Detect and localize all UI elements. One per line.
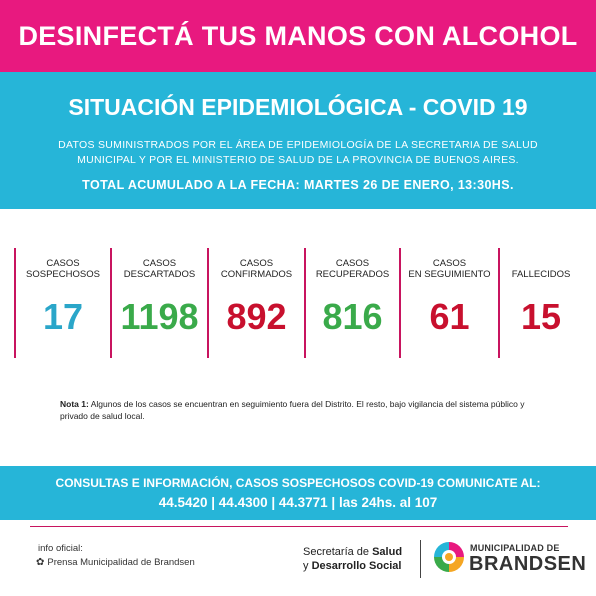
stat-seguimiento: CASOS EN SEGUIMIENTO 61 xyxy=(399,248,498,358)
situation-panel: SITUACIÓN EPIDEMIOLÓGICA - COVID 19 DATO… xyxy=(0,72,596,209)
banner-text: DESINFECTÁ TUS MANOS CON ALCOHOL xyxy=(18,20,578,51)
footer-divider xyxy=(30,526,568,527)
situation-date: TOTAL ACUMULADO A LA FECHA: MARTES 26 DE… xyxy=(82,178,514,192)
stats-row: CASOS SOSPECHOSOS 17 CASOS DESCARTADOS 1… xyxy=(14,248,582,358)
stat-sospechosos: CASOS SOSPECHOSOS 17 xyxy=(14,248,110,358)
stat-label: CASOS SOSPECHOSOS xyxy=(26,258,100,280)
secretaria-line2-prefix: y xyxy=(303,560,312,572)
stat-fallecidos: FALLECIDOS 15 xyxy=(498,248,582,358)
stat-value: 892 xyxy=(226,296,287,337)
stat-descartados: CASOS DESCARTADOS 1198 xyxy=(110,248,207,358)
stat-confirmados: CASOS CONFIRMADOS 892 xyxy=(207,248,304,358)
note: Nota 1: Algunos de los casos se encuentr… xyxy=(60,398,540,422)
contact-panel: CONSULTAS E INFORMACIÓN, CASOS SOSPECHOS… xyxy=(0,466,596,520)
stat-value: 816 xyxy=(322,296,383,337)
stat-value: 61 xyxy=(429,296,470,337)
stat-recuperados: CASOS RECUPERADOS 816 xyxy=(304,248,399,358)
stat-label: FALLECIDOS xyxy=(511,269,571,280)
brandsen-logo-icon xyxy=(434,542,464,572)
secretaria-bold2: Desarrollo Social xyxy=(311,560,402,572)
contact-phones: 44.5420 | 44.4300 | 44.3771 | las 24hs. … xyxy=(158,495,438,510)
press-text: Prensa Municipalidad de Brandsen xyxy=(47,557,195,568)
secretaria: Secretaría de Salud y Desarrollo Social xyxy=(303,545,402,573)
top-banner: DESINFECTÁ TUS MANOS CON ALCOHOL xyxy=(0,0,596,72)
note-label: Nota 1: xyxy=(60,399,89,409)
contact-heading: CONSULTAS E INFORMACIÓN, CASOS SOSPECHOS… xyxy=(55,476,541,490)
info-label: info oficial: xyxy=(38,543,83,554)
note-text: Algunos de los casos se encuentran en se… xyxy=(60,399,525,421)
stat-value: 1198 xyxy=(120,296,199,337)
press-credit: ✿ Prensa Municipalidad de Brandsen xyxy=(36,557,195,568)
footer-vertical-divider xyxy=(420,540,421,578)
stat-label: CASOS CONFIRMADOS xyxy=(220,258,293,280)
stat-value: 17 xyxy=(42,296,84,337)
stat-value: 15 xyxy=(520,296,562,337)
location-pin-icon: ✿ xyxy=(36,557,45,568)
situation-title: SITUACIÓN EPIDEMIOLÓGICA - COVID 19 xyxy=(68,94,528,120)
situation-description: DATOS SUMINISTRADOS POR EL ÁREA DE EPIDE… xyxy=(58,139,538,166)
secretaria-bold: Salud xyxy=(372,546,403,558)
stat-label: CASOS RECUPERADOS xyxy=(315,258,390,280)
brand-big: BRANDSEN xyxy=(469,553,587,575)
secretaria-prefix: Secretaría de xyxy=(303,546,373,558)
brand-small: MUNICIPALIDAD DE xyxy=(470,543,560,553)
stat-label: CASOS EN SEGUIMIENTO xyxy=(408,258,491,280)
stat-label: CASOS DESCARTADOS xyxy=(123,258,196,280)
